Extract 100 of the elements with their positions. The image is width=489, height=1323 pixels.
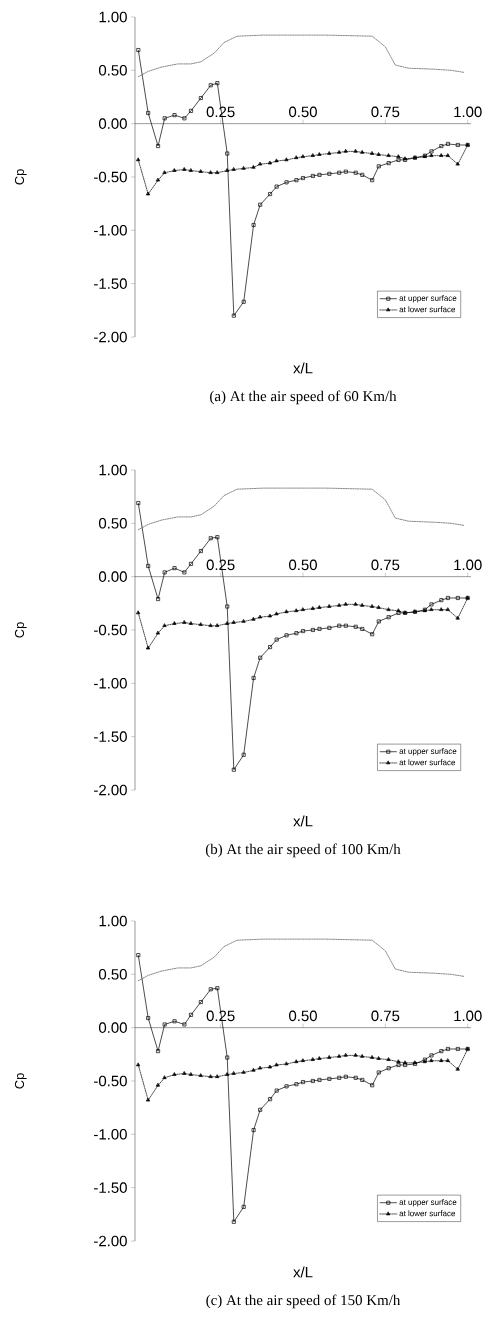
point: [258, 1066, 263, 1070]
point: [343, 1053, 348, 1057]
point: [343, 149, 348, 153]
point: [156, 631, 160, 635]
point: [231, 313, 236, 318]
point: [455, 1067, 460, 1071]
point: [343, 602, 348, 606]
point: [284, 609, 289, 614]
point: [445, 1047, 450, 1051]
point: [225, 604, 230, 609]
point: [182, 570, 187, 575]
point: [189, 1072, 193, 1076]
point: [370, 178, 375, 183]
point: [446, 1058, 450, 1062]
point: [172, 113, 177, 118]
point: [317, 152, 322, 156]
point: [146, 1016, 151, 1021]
point: [198, 622, 203, 626]
line-series: [137, 34, 465, 78]
point: [162, 1022, 167, 1027]
line-series: [137, 938, 465, 982]
point: [301, 607, 305, 611]
point: [353, 1075, 358, 1080]
point: [376, 164, 381, 169]
point: [189, 1012, 193, 1017]
x-tick-label: 0.75: [371, 1010, 400, 1022]
x-axis-title: x/L: [293, 362, 313, 374]
point: [317, 1077, 322, 1082]
point: [182, 620, 187, 624]
point: [439, 1049, 444, 1054]
point: [146, 191, 151, 196]
point: [241, 299, 246, 304]
x-tick-label: 0.50: [289, 559, 317, 571]
point: [258, 162, 263, 166]
point: [294, 1059, 299, 1064]
point: [327, 1076, 332, 1081]
point: [258, 1107, 263, 1112]
point: [337, 170, 342, 175]
point: [136, 1062, 141, 1067]
point: [310, 1057, 315, 1061]
point: [241, 619, 246, 623]
y-tick-label: -1.00: [94, 1129, 127, 1140]
point: [208, 623, 213, 627]
point: [445, 596, 450, 600]
point: [337, 623, 342, 628]
text: (b) At the air speed of 100 Km/h: [205, 843, 401, 858]
point: [396, 1063, 401, 1067]
point: [136, 610, 141, 615]
y-tick-label: 1.00: [99, 915, 127, 927]
point: [162, 1075, 167, 1080]
x-tick-label: 0.50: [289, 106, 317, 118]
point: [317, 1056, 322, 1060]
point: [429, 153, 434, 157]
point: [294, 608, 299, 613]
point: [198, 96, 203, 100]
point: [268, 1064, 272, 1069]
point: [310, 628, 315, 632]
point: [274, 637, 279, 642]
y-tick-label: 0.00: [98, 1022, 127, 1033]
point: [274, 611, 279, 616]
point: [225, 1055, 230, 1060]
point: [156, 144, 161, 148]
point: [225, 1072, 230, 1076]
point: [156, 1083, 160, 1087]
point: [360, 1054, 365, 1058]
point: [189, 108, 193, 113]
point: [182, 1071, 187, 1075]
y-tick-label: 0.00: [98, 118, 127, 129]
point: [156, 597, 161, 602]
point: [146, 111, 151, 115]
point: [310, 1079, 315, 1083]
point: [429, 607, 434, 611]
point: [231, 620, 236, 624]
x-tick-label: 0.25: [206, 559, 235, 571]
y-axis-title: Cp: [14, 169, 27, 185]
point: [189, 621, 193, 625]
point: [429, 602, 434, 607]
point: [317, 626, 322, 631]
point: [182, 167, 187, 171]
point: [310, 173, 315, 178]
x-tick-label: 0.75: [371, 106, 400, 118]
point: [172, 621, 177, 625]
point: [337, 1075, 342, 1080]
point: [396, 157, 401, 162]
point: [258, 615, 263, 619]
point: [189, 561, 193, 566]
y-tick-label: 0.50: [98, 65, 127, 76]
point: [386, 615, 391, 620]
y-axis-title: Cp: [14, 1073, 27, 1089]
y-axis-title: Cp: [14, 622, 27, 638]
y-tick-label: -2.00: [94, 1235, 127, 1247]
point: [215, 1074, 220, 1078]
point: [284, 1084, 289, 1089]
point: [353, 602, 358, 606]
point: [455, 143, 460, 147]
point: [455, 596, 460, 600]
point: [215, 623, 220, 627]
point: [353, 170, 358, 175]
point: [337, 603, 342, 607]
point: [439, 598, 444, 603]
